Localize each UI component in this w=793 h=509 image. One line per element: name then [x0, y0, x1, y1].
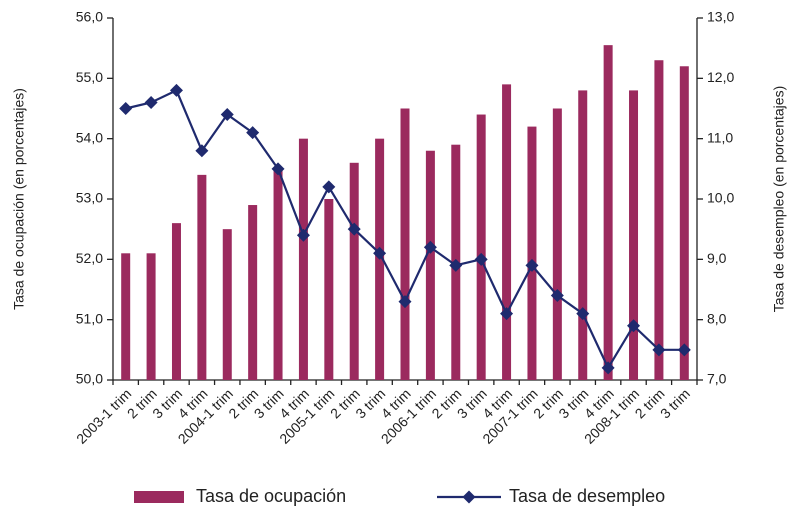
marker — [576, 307, 590, 321]
y2-tick-label: 11,0 — [707, 129, 733, 145]
bar — [552, 108, 562, 380]
y2-tick-label: 8,0 — [707, 310, 727, 326]
marker — [119, 102, 133, 115]
legend-label: Tasa de desempleo — [509, 486, 665, 506]
y-tick-label: 53,0 — [76, 190, 103, 206]
bar — [248, 205, 258, 380]
y2-tick-label: 13,0 — [707, 9, 734, 25]
bar — [476, 114, 486, 381]
bar — [298, 138, 308, 380]
marker — [296, 228, 310, 242]
x-tick-label: 3 trim — [657, 385, 693, 421]
bar — [197, 174, 207, 380]
y2-tick-label: 7,0 — [707, 371, 727, 387]
marker — [500, 307, 514, 321]
marker — [652, 343, 666, 357]
legend-label: Tasa de ocupación — [196, 486, 346, 506]
y2-tick-label: 12,0 — [707, 69, 734, 85]
marker — [550, 289, 564, 303]
bar — [578, 90, 588, 381]
marker — [246, 126, 260, 140]
x-tick-label: 2003-1 trim — [73, 385, 134, 446]
marker — [347, 222, 361, 236]
marker — [271, 162, 285, 176]
bar — [349, 162, 359, 380]
marker — [474, 252, 488, 266]
bar — [400, 108, 410, 380]
bar — [146, 253, 156, 380]
legend-marker — [462, 490, 476, 504]
bar — [679, 66, 689, 381]
marker — [220, 108, 234, 122]
marker — [677, 343, 691, 357]
marker — [195, 144, 209, 158]
y2-axis-title: Tasa de desempleo (en porcentajes) — [771, 86, 787, 312]
bar — [171, 223, 181, 380]
marker — [398, 295, 412, 309]
marker — [525, 258, 539, 272]
bar — [502, 84, 512, 380]
bar — [121, 253, 131, 380]
bar — [273, 168, 283, 380]
y-tick-label: 54,0 — [76, 129, 103, 145]
legend-swatch — [134, 491, 184, 503]
marker — [322, 180, 336, 194]
y-tick-label: 56,0 — [76, 9, 103, 25]
y-tick-label: 52,0 — [76, 250, 103, 266]
y-axis-title: Tasa de ocupación (en porcentajes) — [11, 88, 27, 310]
bar — [324, 199, 334, 380]
y2-tick-label: 10,0 — [707, 190, 734, 206]
y2-tick-label: 9,0 — [707, 250, 727, 266]
bar — [425, 150, 435, 380]
y-tick-label: 51,0 — [76, 310, 103, 326]
marker — [601, 361, 615, 375]
marker — [373, 246, 387, 260]
marker — [169, 83, 183, 97]
marker — [423, 240, 437, 254]
marker — [144, 95, 158, 109]
marker — [449, 258, 463, 272]
y-tick-label: 55,0 — [76, 69, 103, 85]
marker — [627, 319, 641, 333]
bar — [629, 90, 639, 381]
y-tick-label: 50,0 — [76, 371, 103, 387]
bar — [222, 229, 232, 380]
bar — [603, 45, 613, 381]
bar — [527, 126, 537, 380]
bar — [654, 60, 664, 380]
